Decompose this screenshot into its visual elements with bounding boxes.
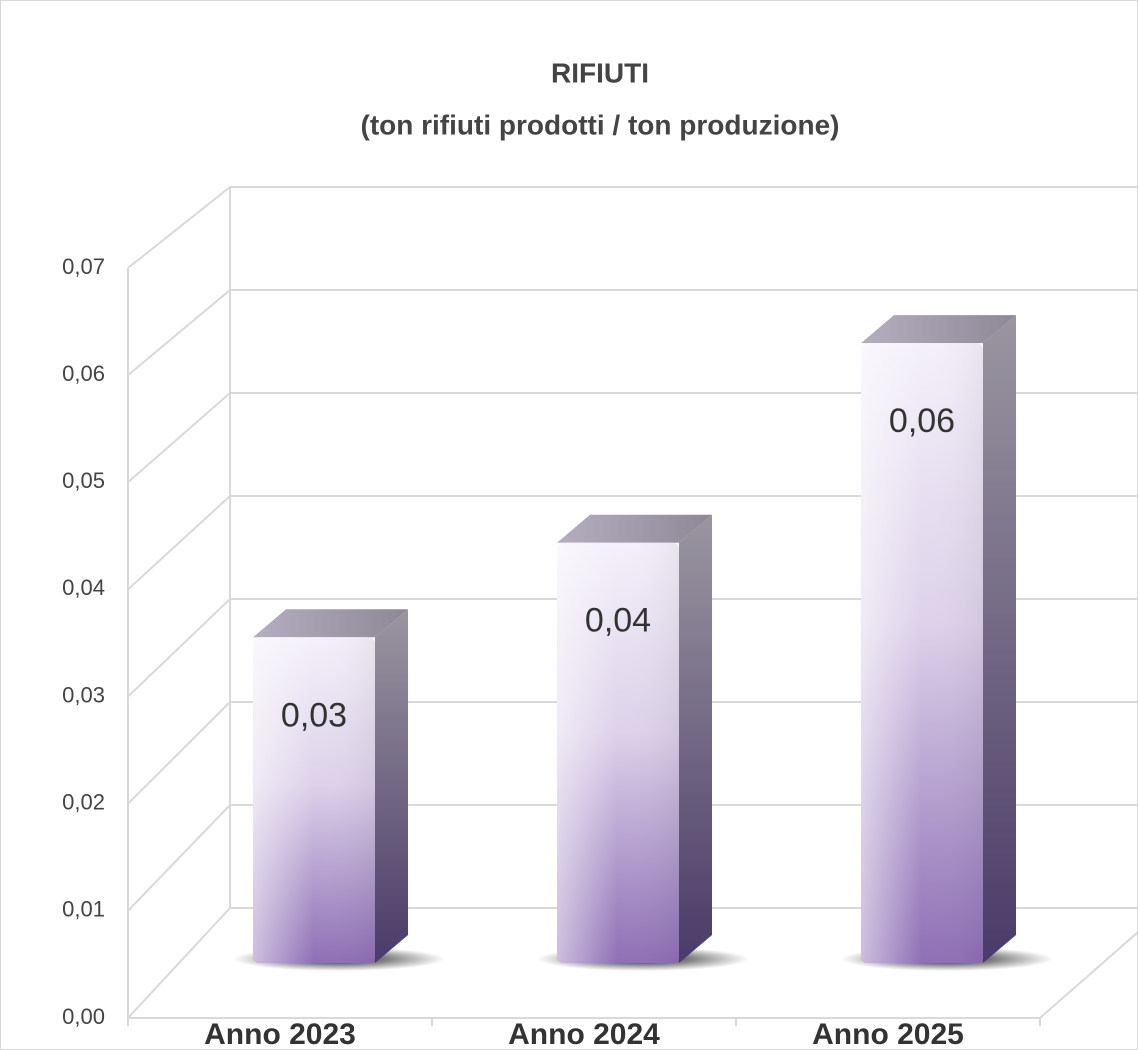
y-tick-label: 0,02 [62, 790, 105, 815]
bar-side [375, 609, 408, 963]
bar-top [861, 315, 1016, 344]
y-tick-label: 0,04 [62, 575, 105, 600]
bar-side [983, 315, 1016, 963]
bar-top [557, 514, 712, 543]
y-tick-label: 0,00 [62, 1004, 105, 1029]
data-label: 0,06 [889, 402, 955, 440]
chart-title: RIFIUTI [551, 57, 649, 88]
x-tick-label: Anno 2023 [204, 1018, 356, 1050]
bar-highlight [253, 637, 375, 963]
grid-line [127, 804, 231, 912]
bar-side [679, 514, 712, 963]
grid-line [127, 392, 231, 484]
chart-subtitle: (ton rifiuti prodotti / ton produzione) [361, 109, 840, 140]
grid-line [127, 701, 231, 805]
grid-line [127, 289, 231, 376]
grid-line [127, 495, 231, 591]
bar-highlight [861, 343, 983, 963]
y-tick-label: 0,01 [62, 897, 105, 922]
x-tick-label: Anno 2024 [508, 1018, 660, 1050]
data-label: 0,04 [585, 602, 651, 640]
y-tick-label: 0,05 [62, 468, 105, 493]
grid-line [127, 186, 231, 269]
grid-line [127, 598, 231, 698]
bar-highlight [557, 542, 679, 963]
data-label: 0,03 [281, 696, 347, 734]
bar-top [253, 609, 408, 638]
y-tick-label: 0,03 [62, 682, 105, 707]
y-tick-label: 0,06 [62, 361, 105, 386]
grid-line [127, 907, 231, 1019]
x-tick-label: Anno 2025 [812, 1018, 964, 1050]
y-tick-label: 0,07 [62, 254, 105, 279]
